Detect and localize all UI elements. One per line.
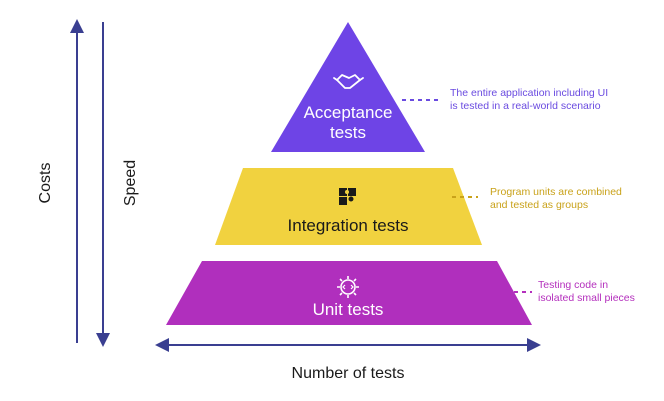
puzzle-icon (339, 188, 356, 205)
costs-label: Costs (37, 163, 54, 204)
integration-label: Integration tests (288, 216, 409, 235)
handshake-icon (333, 74, 364, 89)
code-gear-icon (337, 276, 359, 298)
acceptance-line1: Acceptance (304, 103, 393, 122)
acceptance-note-line1: The entire application including UI (450, 87, 608, 99)
integration-tier (215, 168, 482, 245)
acceptance-line2: tests (330, 123, 366, 142)
integration-note-line1: Program units are combined (490, 186, 622, 198)
speed-label: Speed (122, 160, 139, 206)
integration-note-line2: and tested as groups (490, 199, 588, 211)
unit-note-line1: Testing code in (538, 279, 608, 291)
acceptance-tier (271, 22, 425, 152)
unit-note-line2: isolated small pieces (538, 292, 635, 304)
number-of-tests-label: Number of tests (292, 365, 405, 382)
unit-tier (166, 261, 532, 325)
acceptance-note-line2: is tested in a real-world scenario (450, 100, 601, 112)
unit-label: Unit tests (313, 300, 384, 319)
